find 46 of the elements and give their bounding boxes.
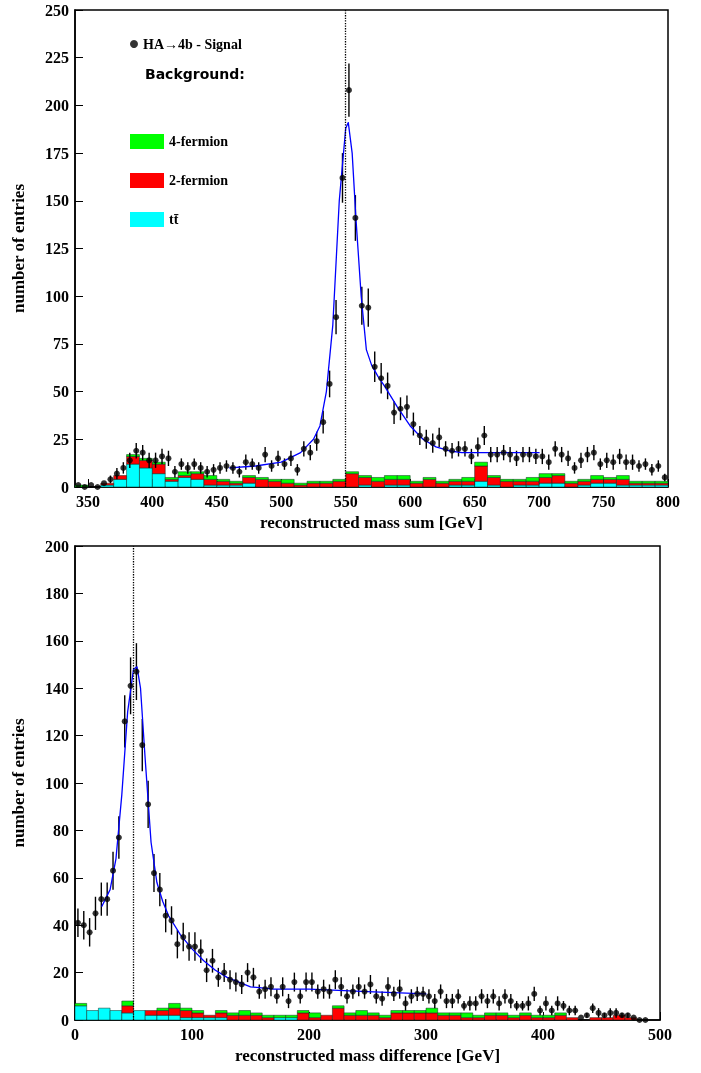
y-tick-label: 120	[45, 727, 69, 745]
x-tick-label: 750	[591, 492, 616, 510]
y-tick-label: 100	[45, 287, 69, 305]
x-tick-label: 650	[462, 492, 487, 510]
x-tick-label: 400	[531, 1025, 555, 1043]
x-tick-label: 350	[75, 492, 100, 510]
x-tick-label: 450	[204, 492, 229, 510]
y-tick-label: 0	[61, 1011, 69, 1029]
y-axis-title: number of entries	[9, 183, 28, 314]
legend-label: HA→4b - Signal	[143, 36, 242, 52]
legend-label: tt̄	[169, 212, 180, 227]
y-tick-label: 140	[45, 679, 69, 697]
y-tick-label: 75	[53, 335, 69, 353]
y-tick-label: 225	[45, 49, 69, 67]
x-axis-title: reconstructed mass difference [GeV]	[234, 1045, 501, 1065]
y-tick-label: 125	[45, 240, 69, 257]
y-tick-label: 160	[45, 632, 69, 650]
y-tick-label: 100	[45, 774, 69, 792]
x-tick-label: 100	[180, 1025, 204, 1043]
y-tick-label: 200	[45, 537, 69, 555]
y-tick-label: 50	[53, 383, 69, 401]
y-tick-label: 60	[53, 869, 69, 887]
x-axis-title: reconstructed mass sum [GeV]	[259, 512, 484, 532]
x-tick-label: 400	[140, 492, 165, 510]
y-tick-label: 0	[61, 478, 69, 496]
x-tick-label: 600	[398, 492, 423, 510]
x-tick-label: 550	[333, 492, 358, 510]
y-tick-label: 25	[53, 430, 69, 448]
y-tick-label: 150	[45, 192, 69, 210]
x-tick-label: 700	[527, 492, 552, 510]
legend-label: 4-fermion	[169, 134, 229, 149]
y-tick-label: 175	[45, 144, 69, 162]
y-tick-label: 250	[45, 1, 69, 19]
legend-label: 2-fermion	[169, 173, 229, 188]
x-tick-label: 300	[414, 1025, 438, 1043]
y-tick-label: 80	[53, 821, 69, 839]
x-tick-label: 200	[297, 1025, 321, 1043]
x-tick-label: 500	[269, 492, 294, 510]
y-axis-title: number of entries	[9, 718, 28, 848]
y-tick-label: 20	[53, 964, 69, 982]
y-tick-label: 180	[45, 584, 69, 602]
y-tick-label: 200	[45, 96, 69, 114]
annotation: Background:	[145, 66, 245, 82]
x-tick-label: 500	[648, 1025, 672, 1043]
x-tick-label: 800	[656, 492, 680, 510]
y-tick-label: 40	[53, 916, 69, 934]
